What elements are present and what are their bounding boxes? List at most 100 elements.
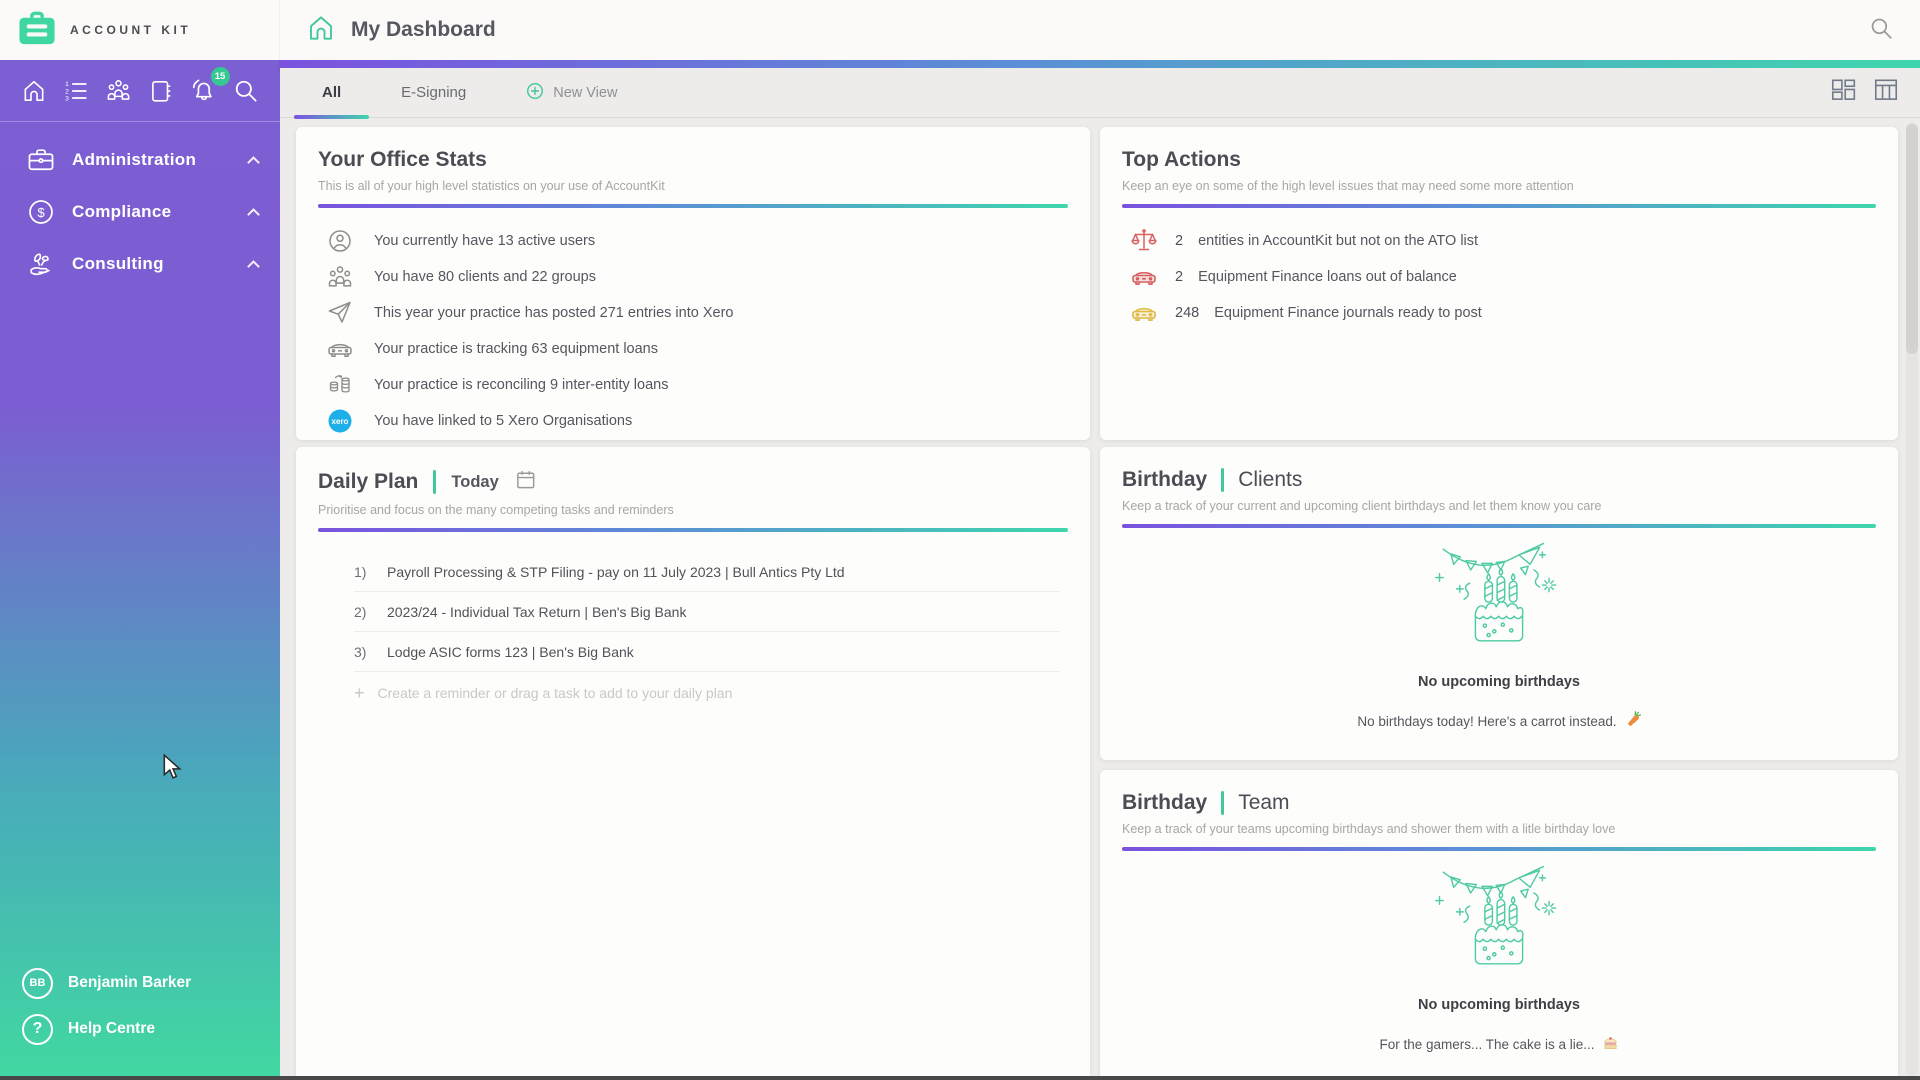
task-number: 2): [354, 603, 367, 620]
stat-row: You have 80 clients and 22 groups: [318, 259, 1068, 295]
user-profile[interactable]: BB Benjamin Barker: [0, 960, 280, 1006]
gradient-divider: [1122, 204, 1876, 208]
masonry-layout-icon[interactable]: [1829, 76, 1857, 109]
plus-icon: +: [354, 682, 365, 703]
dollar-circle-icon: $: [26, 197, 56, 227]
empty-state-note: For the gamers... The cake is a lie...: [1379, 1034, 1618, 1054]
gradient-divider: [1122, 524, 1876, 528]
app-logo[interactable]: ACCOUNT KIT: [0, 0, 280, 60]
sidebar-item-administration[interactable]: Administration: [0, 134, 280, 186]
stat-row: Your practice is reconciling 9 inter-ent…: [318, 367, 1068, 403]
table-layout-icon[interactable]: [1872, 76, 1900, 109]
paper-plane-icon: [324, 299, 356, 327]
card-title: Your Office Stats: [318, 148, 487, 171]
empty-note-text: For the gamers... The cake is a lie...: [1379, 1036, 1595, 1052]
card-title: Birthday: [1122, 791, 1208, 814]
chevron-up-icon[interactable]: [247, 259, 260, 273]
tab-all[interactable]: All: [292, 68, 371, 119]
gradient-divider: [318, 204, 1068, 208]
action-text: Equipment Finance journals ready to post: [1214, 305, 1482, 321]
gradient-divider: [318, 528, 1068, 532]
question-mark-icon: ?: [22, 1013, 53, 1045]
top-actions-list: 2 entities in AccountKit but not on the …: [1122, 223, 1876, 331]
task-number: 3): [354, 643, 367, 660]
title-separator: [433, 470, 437, 494]
card-subtitle: Keep an eye on some of the high level is…: [1122, 179, 1574, 193]
home-icon[interactable]: [20, 77, 48, 105]
sidebar-item-consulting[interactable]: Consulting: [0, 238, 280, 290]
sidebar-search-icon[interactable]: [232, 77, 260, 105]
task-text: 2023/24 - Individual Tax Return | Ben's …: [387, 603, 687, 620]
card-subtitle: Prioritise and focus on the many competi…: [318, 503, 674, 517]
birthday-team-header: Birthday Team: [1122, 791, 1876, 815]
brand-name: ACCOUNT KIT: [70, 23, 192, 37]
chevron-up-icon[interactable]: [247, 155, 260, 169]
action-text: Equipment Finance loans out of balance: [1198, 269, 1457, 285]
sidebar-item-compliance[interactable]: $ Compliance: [0, 186, 280, 238]
clients-icon[interactable]: [105, 77, 133, 105]
scrollbar-thumb[interactable]: [1906, 124, 1918, 354]
card-title-qualifier: Clients: [1238, 468, 1303, 491]
title-separator: [1221, 791, 1225, 815]
car-red-icon: [1128, 263, 1160, 291]
gradient-divider: [1122, 847, 1876, 851]
briefcase-logo-icon: [18, 10, 56, 51]
birthday-clients-card: Birthday Clients Keep a track of your cu…: [1100, 447, 1898, 760]
help-centre[interactable]: ? Help Centre: [0, 1006, 280, 1052]
tab-new-view[interactable]: New View: [496, 68, 647, 118]
action-text: entities in AccountKit but not on the AT…: [1198, 233, 1479, 249]
search-icon[interactable]: [1868, 15, 1894, 46]
card-title: Birthday: [1122, 468, 1208, 491]
svg-text:$: $: [37, 205, 45, 220]
sidebar-item-label: Compliance: [72, 202, 172, 221]
top-actions-card: Top Actions Keep an eye on some of the h…: [1100, 127, 1898, 440]
svg-text:3: 3: [66, 95, 70, 102]
briefcase-icon: [26, 145, 56, 175]
notification-badge: 15: [210, 66, 230, 86]
tab-esigning[interactable]: E-Signing: [371, 68, 496, 118]
stat-text: Your practice is tracking 63 equipment l…: [374, 341, 658, 357]
birthday-cake-illustration: [1424, 859, 1574, 982]
stat-text: Your practice is reconciling 9 inter-ent…: [374, 377, 669, 393]
topbar: My Dashboard: [280, 0, 1920, 60]
title-separator: [1221, 468, 1225, 492]
carrot-emoji: [1624, 711, 1641, 731]
xero-logo-icon: xero: [324, 407, 356, 435]
action-row[interactable]: 248 Equipment Finance journals ready to …: [1122, 295, 1876, 331]
window-bottom-edge: [0, 1076, 1920, 1080]
action-row[interactable]: 2 entities in AccountKit but not on the …: [1122, 223, 1876, 259]
stat-row: Your practice is tracking 63 equipment l…: [318, 331, 1068, 367]
create-reminder-input[interactable]: + Create a reminder or drag a task to ad…: [354, 672, 1060, 714]
card-title-qualifier: Team: [1238, 791, 1290, 814]
hand-plant-icon: [26, 249, 56, 279]
card-title: Top Actions: [1122, 148, 1241, 171]
plus-circle-icon: [526, 82, 544, 104]
vertical-scrollbar[interactable]: [1906, 122, 1918, 1076]
chevron-up-icon[interactable]: [247, 207, 260, 221]
calendar-icon[interactable]: [514, 468, 537, 496]
action-row[interactable]: 2 Equipment Finance loans out of balance: [1122, 259, 1876, 295]
notebook-icon[interactable]: [147, 77, 175, 105]
tab-new-view-label: New View: [553, 84, 618, 101]
task-number: 1): [354, 563, 367, 580]
help-centre-label: Help Centre: [68, 1020, 155, 1037]
office-stats-list: You currently have 13 active users You h…: [318, 223, 1068, 439]
daily-plan-task-list: 1) Payroll Processing & STP Filing - pay…: [318, 552, 1068, 714]
stat-row: You currently have 13 active users: [318, 223, 1068, 259]
daily-plan-card: Daily Plan Today Prioritise and focus on…: [296, 447, 1090, 1080]
empty-state-title: No upcoming birthdays: [1418, 674, 1580, 690]
notifications-bell-icon[interactable]: 15: [190, 66, 230, 105]
user-circle-icon: [324, 227, 356, 255]
svg-text:2: 2: [66, 88, 70, 95]
action-count: 2: [1175, 269, 1184, 285]
task-row[interactable]: 3) Lodge ASIC forms 123 | Ben's Big Bank: [354, 632, 1060, 672]
task-row[interactable]: 2) 2023/24 - Individual Tax Return | Ben…: [354, 592, 1060, 632]
tab-all-label: All: [322, 84, 342, 101]
card-subtitle: This is all of your high level statistic…: [318, 179, 665, 193]
card-title: Daily Plan: [318, 470, 419, 493]
layout-toggles: [1829, 76, 1908, 109]
task-row[interactable]: 1) Payroll Processing & STP Filing - pay…: [354, 552, 1060, 592]
view-tabbar: All E-Signing New View: [280, 68, 1920, 119]
